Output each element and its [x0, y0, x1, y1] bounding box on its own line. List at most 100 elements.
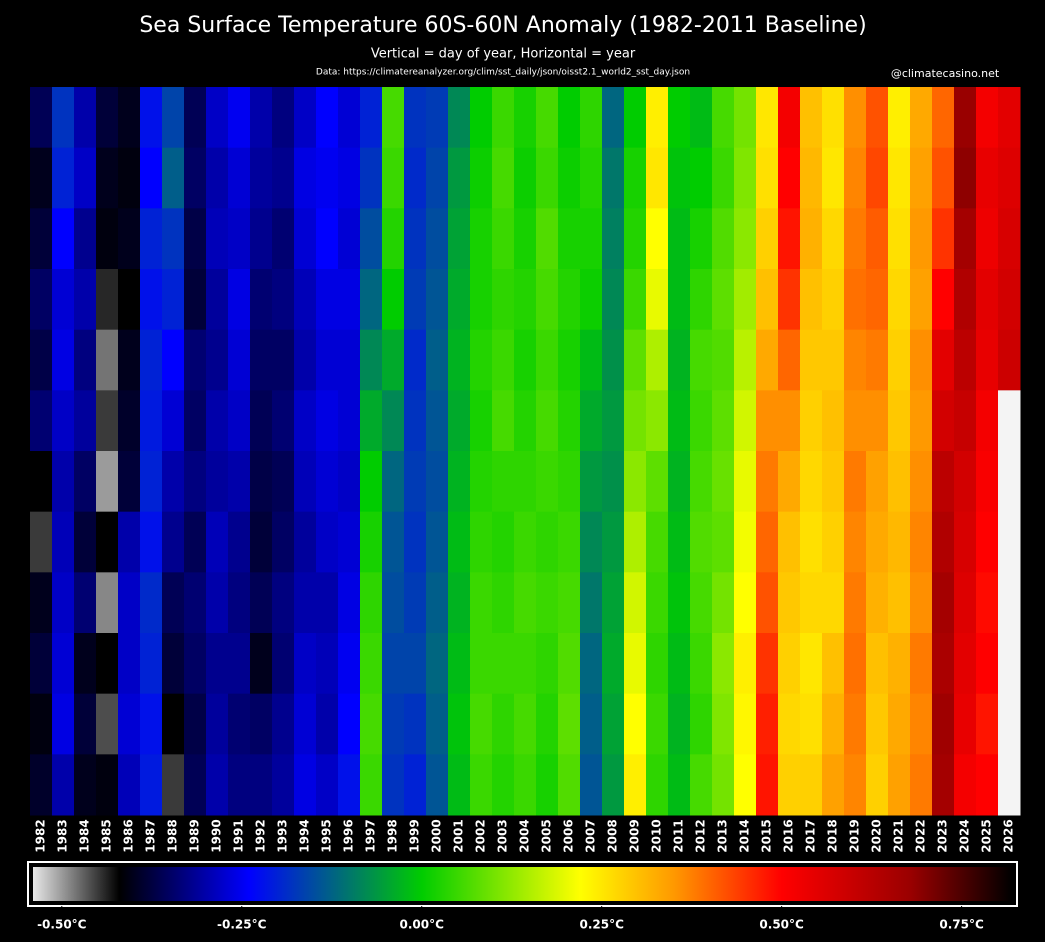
cell — [668, 572, 691, 634]
cell — [272, 329, 295, 391]
cell — [866, 451, 889, 513]
cell — [558, 572, 581, 634]
cell — [382, 572, 405, 634]
cell — [976, 754, 999, 816]
cell — [932, 208, 955, 270]
x-tick-label: 2015 — [760, 819, 774, 852]
cell — [316, 451, 339, 513]
cell — [602, 147, 625, 209]
cell — [118, 208, 141, 270]
cell — [404, 329, 427, 391]
cell — [932, 693, 955, 755]
cell — [778, 572, 801, 634]
cell — [976, 269, 999, 331]
cell — [558, 329, 581, 391]
cell — [536, 390, 559, 452]
cell — [404, 693, 427, 755]
cell — [646, 87, 669, 149]
x-tick-label: 2008 — [606, 819, 620, 852]
cell — [382, 511, 405, 573]
cell — [712, 87, 735, 149]
cell — [822, 390, 845, 452]
cell — [294, 329, 317, 391]
cell — [30, 633, 53, 695]
x-tick-label: 1990 — [210, 819, 224, 852]
cell — [514, 87, 537, 149]
cell — [756, 633, 779, 695]
cell — [184, 147, 207, 209]
cell — [206, 208, 229, 270]
cell — [492, 511, 515, 573]
cell — [448, 329, 471, 391]
cell — [558, 754, 581, 816]
cell — [426, 754, 449, 816]
cell — [338, 390, 361, 452]
cell — [360, 147, 383, 209]
cell — [470, 572, 493, 634]
cell — [316, 754, 339, 816]
cell — [294, 754, 317, 816]
x-tick-label: 1999 — [408, 819, 422, 852]
cell — [118, 451, 141, 513]
cell — [74, 693, 97, 755]
cell — [580, 633, 603, 695]
cell — [184, 511, 207, 573]
cell — [580, 451, 603, 513]
cell — [558, 147, 581, 209]
cell — [536, 87, 559, 149]
cell — [294, 269, 317, 331]
cell — [228, 87, 251, 149]
x-tick-label: 2026 — [1002, 819, 1016, 852]
no-data — [998, 633, 1021, 695]
cell — [668, 754, 691, 816]
cell — [426, 693, 449, 755]
cell — [316, 693, 339, 755]
cell — [206, 511, 229, 573]
cell — [844, 329, 867, 391]
cell — [756, 572, 779, 634]
cell — [756, 451, 779, 513]
cell — [954, 572, 977, 634]
cell — [294, 451, 317, 513]
cell — [272, 451, 295, 513]
cell — [866, 87, 889, 149]
cell — [250, 693, 273, 755]
cell — [338, 87, 361, 149]
cell — [316, 511, 339, 573]
x-tick-label: 2024 — [958, 819, 972, 852]
cell — [52, 329, 75, 391]
x-tick-label: 1983 — [56, 819, 70, 852]
cell — [624, 633, 647, 695]
cell — [492, 329, 515, 391]
cell — [976, 390, 999, 452]
cell — [536, 633, 559, 695]
cell — [734, 87, 757, 149]
cell — [316, 329, 339, 391]
cell — [96, 269, 119, 331]
cell — [888, 147, 911, 209]
cell — [206, 390, 229, 452]
cell — [580, 511, 603, 573]
cell — [536, 693, 559, 755]
cell — [646, 451, 669, 513]
cell — [206, 329, 229, 391]
cell — [734, 390, 757, 452]
cell — [162, 754, 185, 816]
cell — [404, 269, 427, 331]
cell — [360, 208, 383, 270]
cell — [492, 693, 515, 755]
cell — [690, 147, 713, 209]
cell — [998, 269, 1021, 331]
cell — [712, 269, 735, 331]
cell — [624, 511, 647, 573]
cell — [140, 511, 163, 573]
cell — [910, 511, 933, 573]
cell — [822, 693, 845, 755]
cell — [470, 451, 493, 513]
cell — [52, 633, 75, 695]
subtitle: Vertical = day of year, Horizontal = yea… — [371, 47, 636, 62]
cell — [426, 633, 449, 695]
cell — [668, 87, 691, 149]
cell — [96, 208, 119, 270]
cell — [690, 633, 713, 695]
